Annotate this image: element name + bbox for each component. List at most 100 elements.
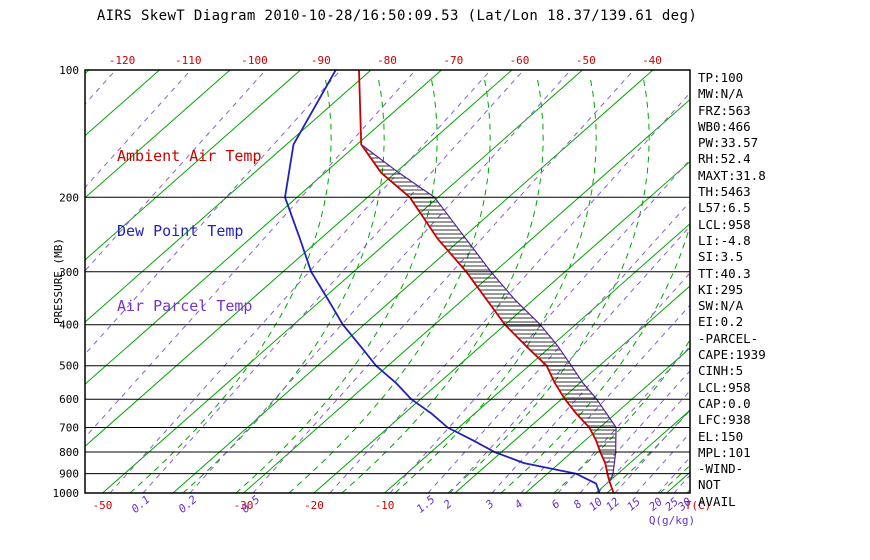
mixing-ratio-line — [142, 70, 525, 493]
mixing-ratio-line — [189, 70, 572, 493]
mixing-ratio-line — [85, 70, 342, 355]
stat-line: LCL:958 — [698, 379, 751, 395]
mixing-ratio-line — [449, 225, 690, 493]
top-temp-tick-label: -100 — [241, 54, 268, 67]
isotherm-line — [0, 70, 18, 493]
pressure-axis-title: PRESSURE (MB) — [52, 238, 65, 324]
stat-line: EL:150 — [698, 428, 744, 444]
stat-line: RH:52.4 — [698, 151, 751, 167]
stat-line: CAP:0.0 — [698, 395, 751, 411]
dew-point-curve — [284, 70, 601, 493]
plot-frame — [84, 69, 691, 494]
parcel-temp-curve — [360, 144, 617, 482]
moist-adiabat-line — [500, 223, 690, 493]
mixing-ratio-axis-title: Q(g/kg) — [649, 514, 695, 527]
mixing-ratio-tick-label: 12 — [603, 495, 622, 514]
stat-line: -PARCEL- — [698, 330, 759, 346]
stat-line: CINH:5 — [698, 363, 744, 379]
pressure-tick-label: 800 — [59, 446, 79, 459]
moist-adiabat-line — [288, 76, 491, 493]
moist-adiabat-line — [182, 76, 385, 493]
bottom-temp-tick-label: -20 — [304, 499, 324, 512]
isotherm-line — [85, 70, 301, 261]
legend-air-parcel-temp: Air Parcel Temp — [117, 297, 253, 315]
isotherm-line — [313, 160, 690, 493]
mixing-ratio-line — [491, 272, 690, 493]
moist-adiabat-line — [129, 76, 332, 493]
mixing-ratio-tick-label: 10 — [586, 495, 605, 514]
legend-dew-point-temp: Dew Point Temp — [117, 222, 244, 240]
legend: Ambient Air Temp Dew Point Temp Air Parc… — [117, 94, 262, 369]
isotherm-line — [85, 70, 231, 199]
mixing-ratio-tick-label: 4 — [512, 497, 525, 511]
mixing-ratio-line — [557, 345, 690, 493]
moist-adiabat-line — [341, 76, 544, 493]
moist-adiabat-line — [819, 77, 870, 493]
stat-line: KI:295 — [698, 281, 744, 297]
stat-line: SI:3.5 — [698, 249, 744, 265]
mixing-ratio-tick-label: 0.2 — [176, 493, 200, 516]
top-temp-tick-label: -40 — [642, 54, 662, 67]
mixing-ratio-tick-label: 0.1 — [129, 493, 153, 516]
pressure-tick-label: 100 — [59, 64, 79, 77]
stat-line: WB0:466 — [698, 118, 751, 134]
mixing-ratio-tick-label: 15 — [624, 495, 643, 513]
mixing-ratio-tick-label: 1.5 — [414, 493, 438, 516]
plot-grid — [0, 70, 870, 493]
pressure-tick-label: 200 — [59, 191, 79, 204]
mixing-ratio-line — [597, 390, 690, 493]
mixing-ratio-line — [0, 70, 41, 493]
mixing-ratio-tick-label: 2 — [441, 497, 455, 511]
top-temp-tick-label: -120 — [109, 54, 136, 67]
mixing-ratio-line — [252, 70, 635, 493]
isotherm-line — [102, 70, 583, 493]
isotherm-line — [85, 70, 513, 447]
mixing-ratio-line — [520, 304, 690, 493]
pressure-tick-label: 600 — [59, 393, 79, 406]
stat-line: TH:5463 — [698, 184, 751, 200]
stat-line: TT:40.3 — [698, 265, 751, 281]
mixing-ratio-line — [85, 70, 417, 439]
isotherm-line — [595, 409, 690, 493]
stat-line: AVAIL — [698, 493, 736, 509]
mixing-ratio-tick-label: 3 — [482, 497, 496, 512]
stat-line: TP:100 — [698, 70, 744, 85]
mixing-ratio-line — [614, 408, 690, 493]
moist-adiabat-line — [447, 76, 650, 493]
moist-adiabat-line — [553, 339, 690, 493]
top-temp-tick-label: -60 — [510, 54, 530, 67]
mixing-ratio-line — [85, 70, 267, 272]
bottom-temp-tick-label: -50 — [93, 499, 113, 512]
pressure-tick-label: 500 — [59, 360, 79, 373]
pressure-tick-label: 900 — [59, 468, 79, 481]
ambient-temp-curve — [358, 70, 615, 493]
bottom-temp-tick-label: -10 — [375, 499, 395, 512]
stat-line: MAXT:31.8 — [698, 167, 766, 183]
stat-line: MW:N/A — [698, 86, 744, 102]
mixing-ratio-line — [85, 70, 192, 189]
stat-line: EI:0.2 — [698, 314, 744, 330]
pressure-tick-label: 700 — [59, 422, 79, 435]
stat-line: CAPE:1939 — [698, 347, 766, 363]
chart-title: AIRS SkewT Diagram 2010-10-28/16:50:09.5… — [96, 8, 698, 24]
mixing-ratio-line — [389, 158, 690, 493]
mixing-ratio-line — [329, 92, 690, 493]
stat-line: L57:6.5 — [698, 200, 751, 216]
legend-ambient-air-temp: Ambient Air Temp — [117, 147, 262, 165]
top-temp-tick-label: -80 — [377, 54, 397, 67]
top-temp-tick-label: -70 — [443, 54, 463, 67]
top-temp-tick-label: -90 — [311, 54, 331, 67]
mixing-ratio-line — [109, 70, 492, 493]
mixing-ratio-tick-label: 0.5 — [239, 493, 263, 516]
mixing-ratio-line — [579, 370, 690, 493]
top-temp-tick-label: -50 — [576, 54, 596, 67]
stat-line: LCL:958 — [698, 216, 751, 232]
stat-line: FRZ:563 — [698, 102, 751, 118]
stat-line: NOT — [698, 477, 721, 493]
top-temp-tick-label: -110 — [175, 54, 202, 67]
moist-adiabat-line — [766, 77, 870, 493]
stat-line: SW:N/A — [698, 298, 744, 314]
mixing-ratio-tick-label: 8 — [571, 497, 585, 511]
